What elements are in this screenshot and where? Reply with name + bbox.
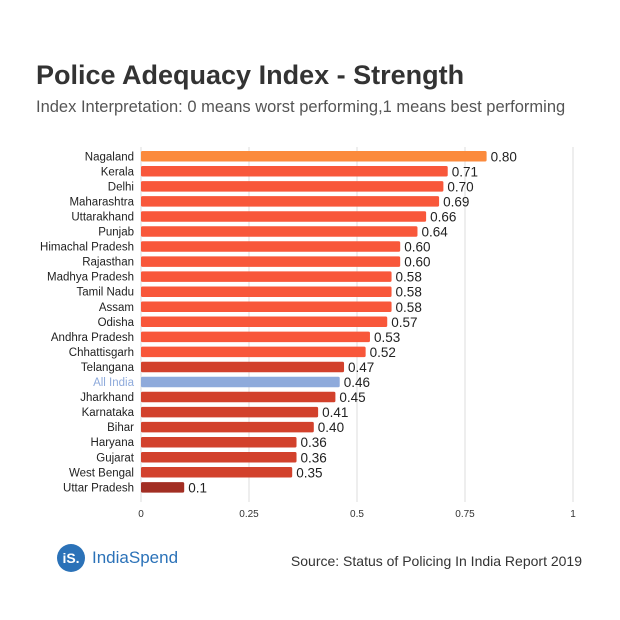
category-label: Uttar Pradesh <box>63 482 134 494</box>
category-label: Uttarakhand <box>71 211 134 223</box>
category-label: Delhi <box>108 181 134 193</box>
data-label: 0.64 <box>421 225 448 240</box>
bar <box>141 241 401 252</box>
x-tick-label: 0.75 <box>455 509 475 520</box>
bar <box>141 421 314 433</box>
category-label: Andhra Pradesh <box>51 332 134 344</box>
category-label: Maharashtra <box>69 196 134 208</box>
bar <box>141 436 297 448</box>
data-label: 0.36 <box>301 435 327 450</box>
category-label: Odisha <box>98 317 135 329</box>
bar <box>141 316 388 328</box>
bar <box>141 196 440 207</box>
category-label: Himachal Pradesh <box>40 242 134 254</box>
category-label: Haryana <box>91 437 135 449</box>
x-tick-label: 0.5 <box>350 509 364 520</box>
bar <box>141 406 319 418</box>
category-label: Punjab <box>98 227 134 239</box>
category-label: Kerala <box>101 166 135 178</box>
data-label: 0.40 <box>318 420 344 435</box>
data-label: 0.66 <box>430 209 456 224</box>
category-label: West Bengal <box>69 467 134 479</box>
bar <box>141 482 185 493</box>
data-label: 0.60 <box>404 240 430 255</box>
chart-subtitle: Index Interpretation: 0 means worst perf… <box>36 98 566 116</box>
data-label: 0.35 <box>296 465 322 480</box>
data-label: 0.58 <box>396 270 422 285</box>
data-label: 0.57 <box>391 315 417 330</box>
bar <box>141 256 401 267</box>
data-label: 0.69 <box>443 194 469 209</box>
bar <box>141 301 392 312</box>
bar <box>141 467 293 478</box>
bar <box>141 226 418 237</box>
x-tick-label: 1 <box>570 509 576 520</box>
bar <box>141 346 366 358</box>
data-label: 0.60 <box>404 255 430 270</box>
bar <box>141 181 444 192</box>
indiaspend-logo-icon: iS. <box>57 544 85 572</box>
x-tick-label: 0.25 <box>239 509 259 520</box>
bar <box>141 271 392 282</box>
category-label: Rajasthan <box>82 257 134 269</box>
category-label: Karnataka <box>82 407 135 419</box>
data-label: 0.71 <box>452 164 478 179</box>
data-label: 0.58 <box>396 300 422 315</box>
data-label: 0.41 <box>322 405 348 420</box>
indiaspend-logo-text: IndiaSpend <box>92 548 179 567</box>
indiaspend-logo: iS. IndiaSpend <box>57 544 178 572</box>
bar <box>141 376 340 388</box>
x-tick-label: 0 <box>138 509 144 520</box>
data-label: 0.70 <box>447 179 473 194</box>
category-label: Bihar <box>107 422 134 434</box>
bar <box>141 361 345 373</box>
data-label: 0.45 <box>339 390 365 405</box>
data-label: 0.46 <box>344 375 370 390</box>
data-label: 0.53 <box>374 330 400 345</box>
bar <box>141 166 448 177</box>
bar <box>141 331 370 343</box>
bar <box>141 211 427 222</box>
bar <box>141 452 297 463</box>
data-label: 0.80 <box>491 149 517 164</box>
category-label: Nagaland <box>85 151 134 163</box>
category-label: Jharkhand <box>80 392 134 404</box>
data-label: 0.47 <box>348 360 374 375</box>
category-label: Tamil Nadu <box>76 287 134 299</box>
category-label: All India <box>93 377 135 389</box>
category-label: Assam <box>99 302 134 314</box>
data-label: 0.52 <box>370 345 396 360</box>
source-note: Source: Status of Policing In India Repo… <box>290 553 582 569</box>
category-label: Gujarat <box>96 452 135 464</box>
data-label: 0.58 <box>396 285 422 300</box>
category-label: Chhattisgarh <box>69 347 134 359</box>
bar <box>141 286 392 297</box>
data-label: 0.1 <box>188 480 207 495</box>
category-label: Madhya Pradesh <box>47 272 134 284</box>
chart-title: Police Adequacy Index - Strength <box>36 60 465 90</box>
bar <box>141 151 487 162</box>
data-label: 0.36 <box>301 450 327 465</box>
category-label: Telangana <box>81 362 135 374</box>
bar <box>141 391 336 403</box>
